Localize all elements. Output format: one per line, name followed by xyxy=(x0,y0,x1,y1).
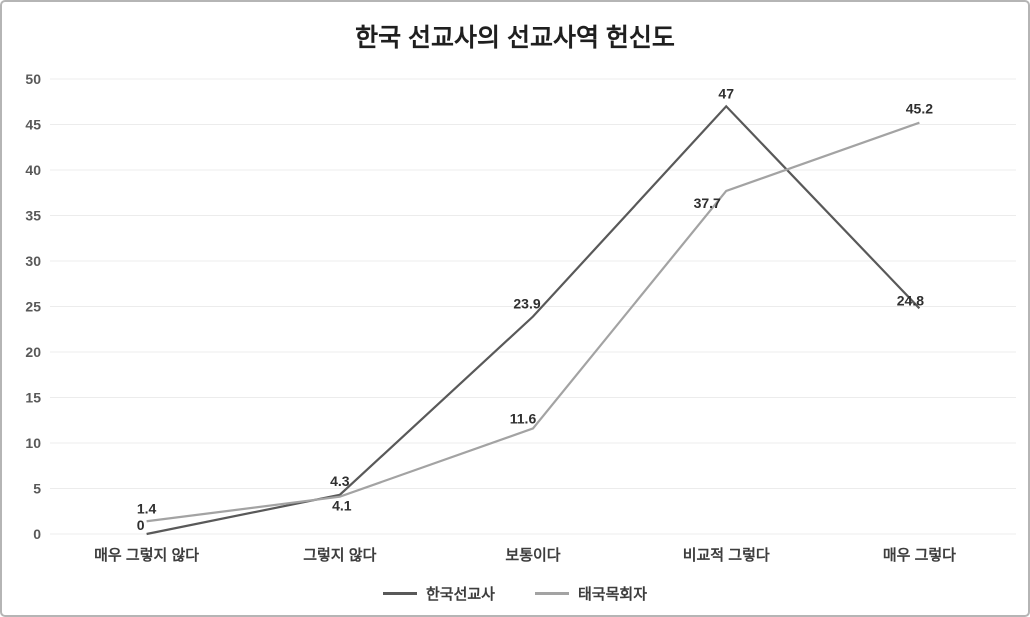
legend: 한국선교사 태국목회자 xyxy=(2,583,1028,604)
y-axis-tick-label: 20 xyxy=(25,344,41,360)
data-label: 0 xyxy=(137,517,145,533)
x-axis-category-label: 그렇지 않다 xyxy=(303,547,376,564)
data-label: 11.6 xyxy=(510,410,537,426)
y-axis-tick-label: 50 xyxy=(25,71,41,87)
data-label: 1.4 xyxy=(137,500,157,516)
legend-line-swatch-thai-pastor xyxy=(535,592,569,595)
y-axis-tick-label: 0 xyxy=(33,526,41,542)
y-axis-tick-label: 45 xyxy=(25,117,41,133)
x-axis-category-label: 매우 그렇다 xyxy=(883,547,956,564)
y-axis-tick-label: 15 xyxy=(25,390,41,406)
x-axis-category-label: 비교적 그렇다 xyxy=(683,546,770,564)
legend-line-swatch-korean-missionary xyxy=(382,592,417,595)
legend-label-thai-pastor: 태국목회자 xyxy=(578,586,648,603)
y-axis-tick-label: 35 xyxy=(25,208,41,224)
data-label: 4.3 xyxy=(330,473,350,489)
x-axis-category-label: 보통이다 xyxy=(505,547,560,564)
data-label: 45.2 xyxy=(906,101,933,117)
legend-label-korean-missionary: 한국선교사 xyxy=(425,586,495,603)
legend-item-korean-missionary: 한국선교사 xyxy=(382,583,495,604)
y-axis-tick-label: 10 xyxy=(25,435,41,451)
data-label: 24.8 xyxy=(897,292,924,308)
series-line-1 xyxy=(146,121,920,523)
y-axis-tick-label: 40 xyxy=(25,162,41,178)
y-axis-tick-label: 25 xyxy=(25,299,41,315)
data-label: 23.9 xyxy=(513,296,540,312)
y-axis-tick-label: 30 xyxy=(25,253,41,269)
legend-item-thai-pastor: 태국목회자 xyxy=(535,583,647,604)
data-label: 37.7 xyxy=(694,195,721,211)
y-axis-tick-label: 5 xyxy=(33,481,41,497)
x-axis-category-label: 매우 그렇지 않다 xyxy=(94,547,199,564)
series-line-0 xyxy=(146,104,921,536)
data-label: 4.1 xyxy=(332,498,352,514)
data-label: 47 xyxy=(718,85,734,101)
chart-title: 한국 선교사의 선교사역 헌신도 xyxy=(355,24,675,52)
